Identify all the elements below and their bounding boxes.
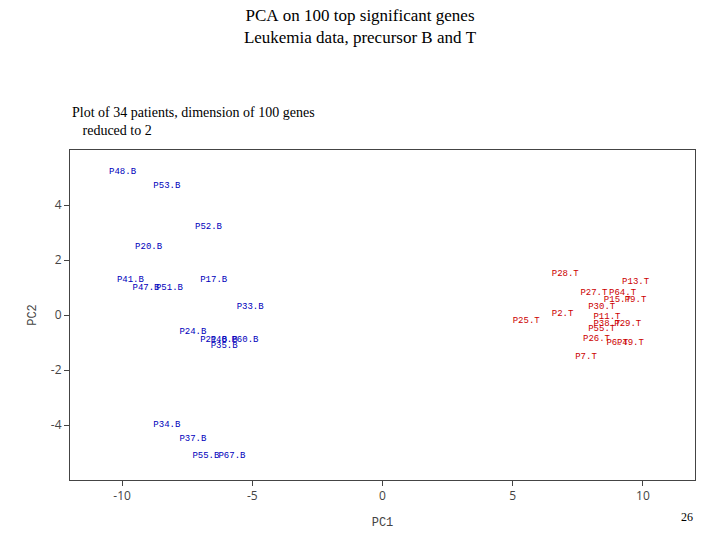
svg-text:P53.B: P53.B (153, 181, 181, 191)
svg-text:P2.T: P2.T (552, 309, 574, 319)
svg-text:P38.T: P38.T (593, 319, 621, 329)
svg-text:PCA on 100 top significant gen: PCA on 100 top significant genesLeukemia… (244, 6, 477, 47)
svg-text:26: 26 (681, 510, 693, 524)
svg-text:P25.T: P25.T (513, 316, 541, 326)
svg-text:P17.B: P17.B (200, 275, 228, 285)
svg-text:4: 4 (55, 196, 62, 213)
svg-text:P15.T: P15.T (604, 295, 632, 305)
svg-text:P52.B: P52.B (195, 222, 223, 232)
svg-text:P67.B: P67.B (218, 451, 246, 461)
svg-text:0: 0 (379, 487, 386, 504)
svg-text:P51.B: P51.B (156, 283, 184, 293)
svg-text:PC1: PC1 (372, 516, 394, 530)
svg-text:P27.T: P27.T (580, 288, 608, 298)
svg-text:P35.B: P35.B (211, 341, 239, 351)
svg-text:P41.B: P41.B (117, 275, 145, 285)
svg-text:P9.T: P9.T (625, 295, 647, 305)
svg-text:P47.B: P47.B (133, 283, 161, 293)
svg-text:P26.T: P26.T (583, 334, 611, 344)
svg-text:P48.B: P48.B (109, 167, 137, 177)
svg-text:P37.B: P37.B (179, 434, 207, 444)
svg-text:P40.B: P40.B (211, 335, 239, 345)
svg-text:-4: -4 (51, 416, 62, 433)
svg-text:P29.T: P29.T (614, 319, 642, 329)
svg-text:P33.B: P33.B (237, 302, 265, 312)
svg-text:P55.T: P55.T (588, 324, 616, 334)
svg-text:P28.T: P28.T (552, 269, 580, 279)
svg-text:P55.B: P55.B (192, 451, 220, 461)
svg-text:P60.B: P60.B (231, 335, 259, 345)
svg-text:P64.T: P64.T (609, 288, 637, 298)
svg-text:P21.B: P21.B (200, 335, 228, 345)
svg-text:P20.B: P20.B (135, 242, 163, 252)
svg-text:-2: -2 (51, 361, 62, 378)
svg-text:Plot of 34 patients, dimension: Plot of 34 patients, dimension of 100 ge… (72, 105, 315, 138)
svg-text:P30.T: P30.T (588, 302, 616, 312)
svg-text:5: 5 (509, 487, 516, 504)
svg-text:P7.T: P7.T (575, 352, 597, 362)
svg-text:P49.T: P49.T (617, 338, 645, 348)
svg-text:-10: -10 (113, 487, 131, 504)
svg-text:0: 0 (55, 306, 62, 323)
svg-text:-5: -5 (247, 487, 258, 504)
svg-text:P13.T: P13.T (622, 277, 650, 287)
svg-text:P34.B: P34.B (153, 420, 181, 430)
svg-text:2: 2 (55, 251, 62, 268)
svg-text:P11.T: P11.T (593, 312, 621, 322)
svg-text:P6.T: P6.T (606, 338, 628, 348)
svg-text:PC2: PC2 (26, 304, 40, 326)
svg-text:10: 10 (636, 487, 650, 504)
svg-text:P24.B: P24.B (179, 327, 207, 337)
